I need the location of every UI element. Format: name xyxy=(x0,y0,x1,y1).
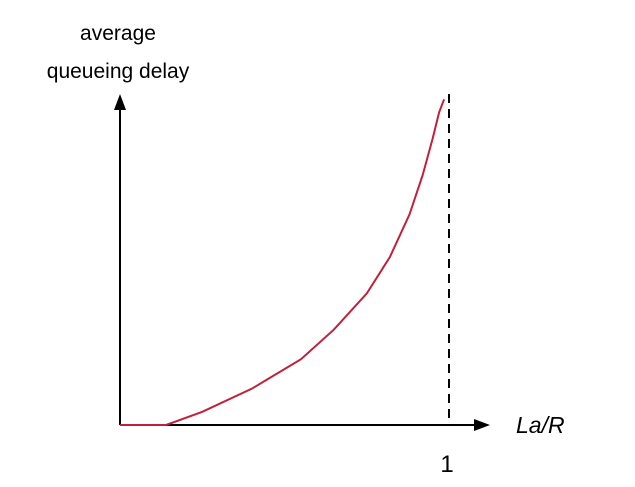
delay-curve xyxy=(120,98,446,426)
y-axis-label-line-1: average xyxy=(80,22,156,45)
y-axis-label-line-2: queueing delay xyxy=(47,60,190,83)
x-tick-label: 1 xyxy=(440,451,453,478)
x-axis-label: La/R xyxy=(516,412,565,438)
y-axis-arrowhead xyxy=(114,94,126,110)
x-axis-arrowhead xyxy=(474,419,490,431)
